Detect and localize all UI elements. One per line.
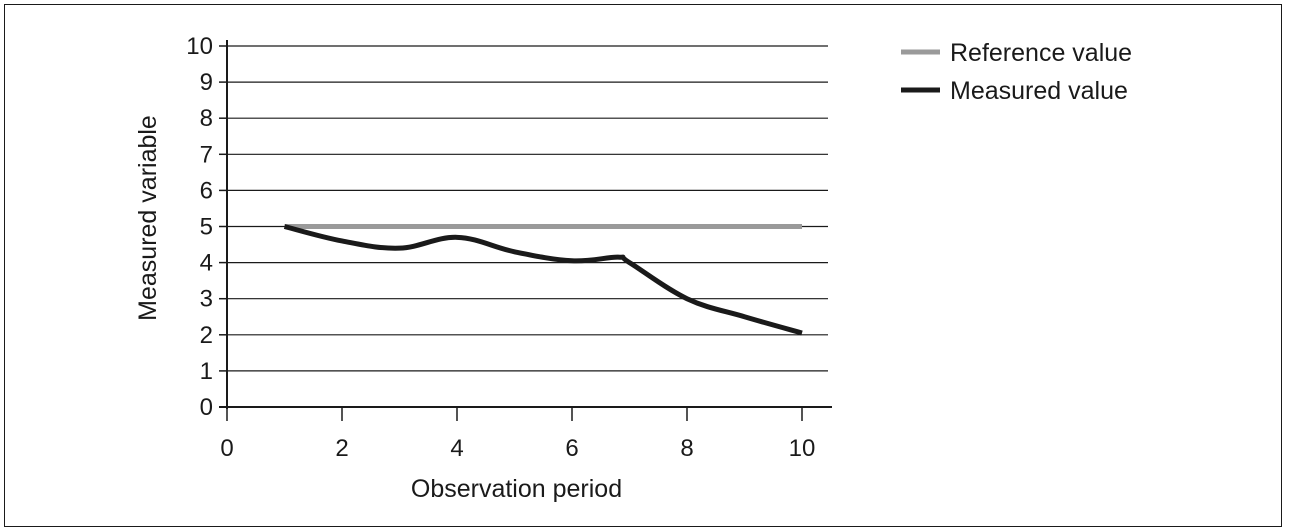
y-tick-label: 8 bbox=[200, 105, 213, 132]
y-axis-label: Measured variable bbox=[134, 115, 162, 321]
x-tick-label: 6 bbox=[565, 435, 578, 462]
legend: Reference value Measured value bbox=[901, 39, 1132, 105]
x-tick-label: 10 bbox=[789, 435, 816, 462]
series-lines bbox=[283, 224, 803, 336]
y-tick-label: 2 bbox=[200, 322, 213, 349]
x-tick-label: 2 bbox=[335, 435, 348, 462]
y-tick-label: 5 bbox=[200, 214, 213, 241]
x-tick-label: 0 bbox=[220, 435, 233, 462]
y-tick-label: 7 bbox=[200, 141, 213, 168]
y-tick-labels: 0 1 2 3 4 5 6 7 8 9 10 bbox=[186, 33, 213, 421]
y-tick-label: 9 bbox=[200, 69, 213, 96]
y-tick-label: 0 bbox=[200, 394, 213, 421]
y-tick-label: 10 bbox=[186, 33, 213, 60]
x-axis-label: Observation period bbox=[411, 475, 622, 503]
x-tick-label: 8 bbox=[680, 435, 693, 462]
legend-label-reference: Reference value bbox=[950, 39, 1132, 67]
y-tick-label: 1 bbox=[200, 358, 213, 385]
legend-label-measured: Measured value bbox=[950, 77, 1128, 105]
x-tick-labels: 0 2 4 6 8 10 bbox=[220, 435, 815, 462]
measured-value-line bbox=[283, 224, 803, 336]
y-tick-label: 6 bbox=[200, 177, 213, 204]
x-tick-label: 4 bbox=[450, 435, 463, 462]
y-tick-label: 4 bbox=[200, 250, 213, 277]
chart-frame bbox=[4, 4, 1282, 527]
y-tick-label: 3 bbox=[200, 286, 213, 313]
axes bbox=[219, 40, 832, 409]
